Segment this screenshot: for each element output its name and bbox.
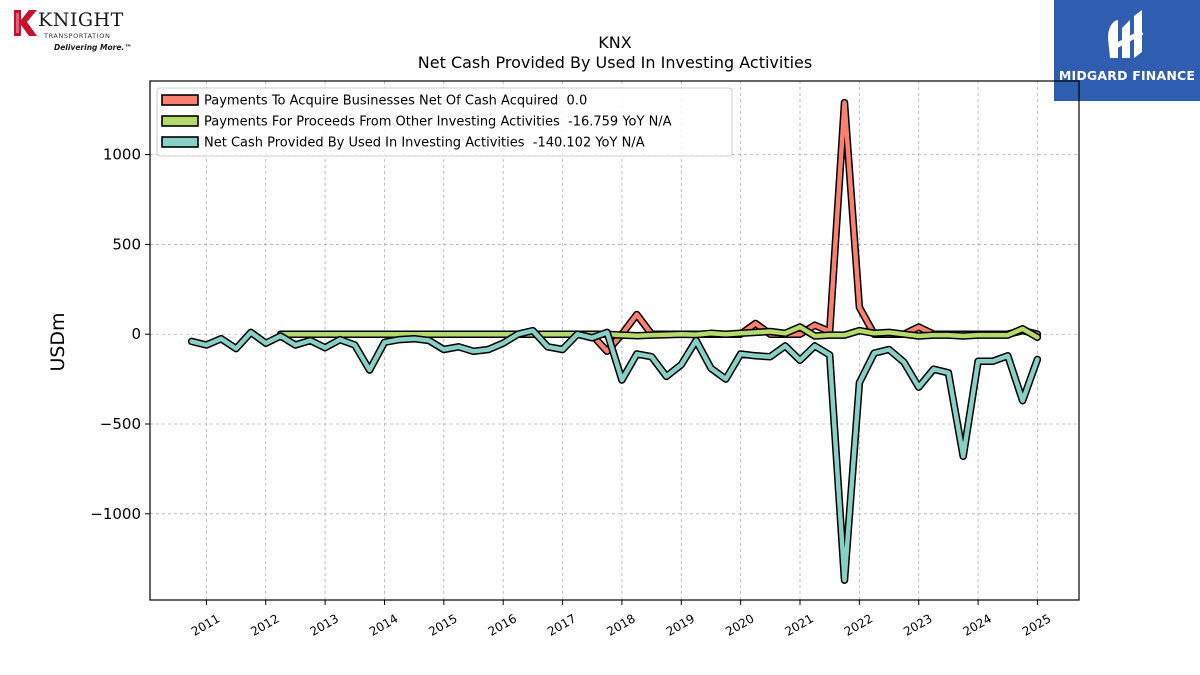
legend-box bbox=[156, 87, 733, 157]
legend-item-net-cash-investing: Net Cash Provided By Used In Investing A… bbox=[204, 136, 645, 151]
x-tick-label: 2018 bbox=[604, 611, 637, 638]
chart-subtitle: Net Cash Provided By Used In Investing A… bbox=[418, 53, 812, 72]
x-tick-label: 2011 bbox=[189, 611, 222, 638]
legend-item-net-cash-investing-swatch bbox=[161, 136, 199, 148]
logo-tagline: Delivering More.™ bbox=[54, 43, 132, 52]
x-tick-label: 2022 bbox=[842, 611, 875, 638]
logo-subtitle: TRANSPORTATION bbox=[44, 32, 111, 40]
x-tick-label: 2014 bbox=[367, 611, 400, 638]
y-tick-label: 1000 bbox=[103, 146, 141, 164]
x-tick-label: 2017 bbox=[545, 611, 578, 638]
x-tick-label: 2013 bbox=[308, 611, 341, 638]
net-cash-investing-line bbox=[189, 328, 1040, 583]
x-tick-label: 2024 bbox=[961, 611, 994, 638]
knight-k-icon bbox=[14, 10, 37, 36]
logo-name: KNIGHT bbox=[38, 9, 124, 31]
y-tick-label: 500 bbox=[112, 235, 141, 253]
legend-item-payments-other-investing: Payments For Proceeds From Other Investi… bbox=[204, 115, 672, 130]
x-tick-label: 2012 bbox=[248, 611, 281, 638]
x-tick-label: 2015 bbox=[426, 611, 459, 638]
legend-item-payments-acquire-businesses: Payments To Acquire Businesses Net Of Ca… bbox=[204, 94, 587, 109]
knight-transportation-logo: KNIGHT TRANSPORTATION Delivering More.™ bbox=[12, 8, 132, 54]
plot-frame bbox=[149, 80, 1080, 601]
net-cash-investing-line-outline bbox=[187, 326, 1042, 584]
y-axis-label: USDm bbox=[47, 312, 69, 371]
y-tick-label: −1000 bbox=[90, 505, 141, 523]
y-tick-label: 0 bbox=[131, 325, 141, 343]
legend-item-payments-other-investing-swatch bbox=[161, 115, 199, 127]
x-tick-label: 2020 bbox=[723, 611, 756, 638]
x-tick-label: 2021 bbox=[782, 611, 815, 638]
x-tick-label: 2023 bbox=[901, 611, 934, 638]
x-tick-label: 2016 bbox=[486, 611, 519, 638]
y-tick-label: −500 bbox=[100, 415, 141, 433]
midgard-finance-logo: MIDGARD FINANCE bbox=[1054, 0, 1200, 101]
x-tick-label: 2019 bbox=[664, 611, 697, 638]
legend-item-payments-acquire-businesses-swatch bbox=[161, 94, 199, 106]
payments-other-investing-line bbox=[278, 324, 1040, 340]
midgard-mark-icon bbox=[1108, 10, 1144, 58]
chart-title: KNX bbox=[598, 33, 631, 52]
x-tick-label: 2025 bbox=[1020, 611, 1053, 638]
logo-name: MIDGARD FINANCE bbox=[1058, 68, 1196, 83]
